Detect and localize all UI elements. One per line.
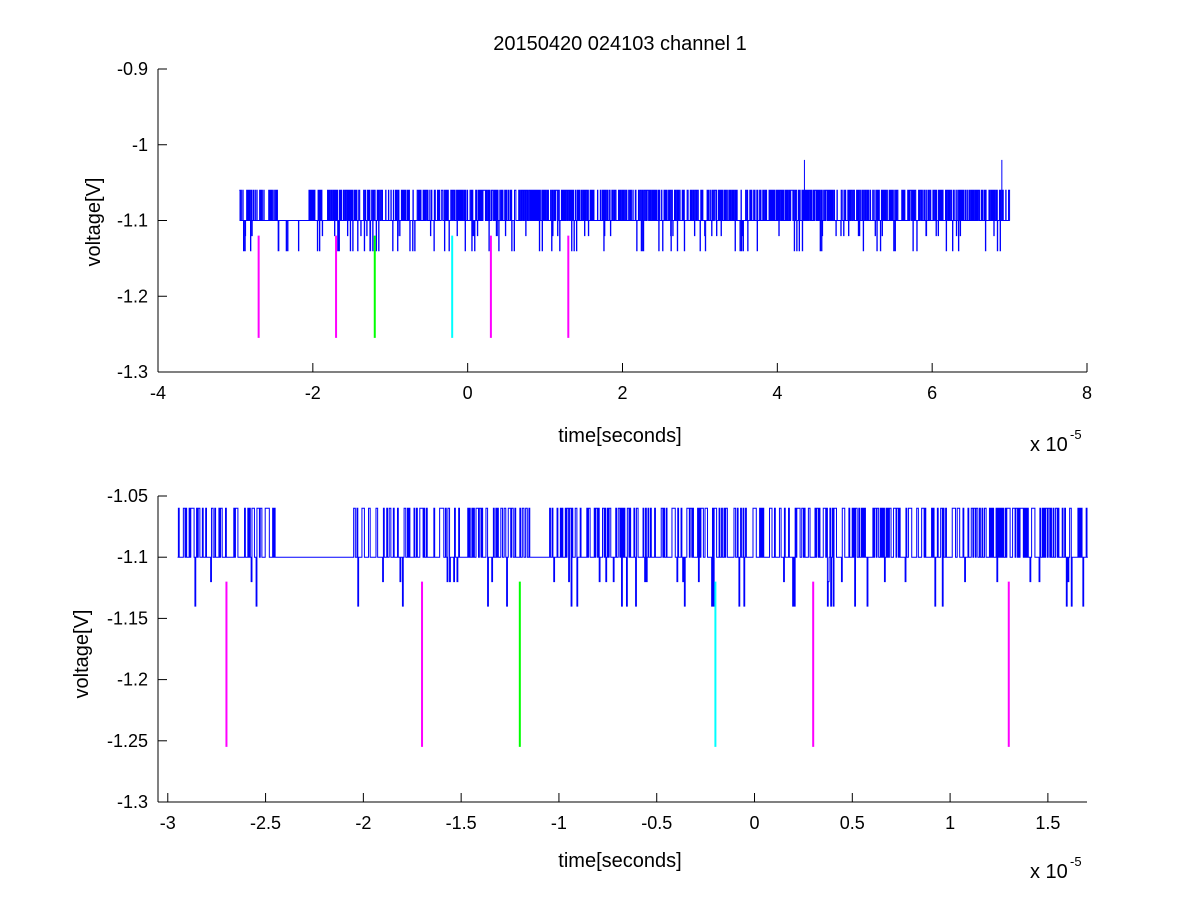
x-tick-label: 1.5: [1035, 813, 1060, 833]
top-event-markers: [257, 235, 570, 338]
x-tick-label: 8: [1082, 383, 1092, 403]
top-y-axis-label: voltage[V]: [83, 178, 105, 267]
x-tick-label: -2: [305, 383, 321, 403]
y-tick-label: -1.05: [107, 486, 148, 506]
signal-line: [239, 189, 1011, 252]
y-tick-label: -1.1: [117, 547, 148, 567]
x-tick-label: -4: [150, 383, 166, 403]
top-signal-trace: [239, 159, 1011, 252]
y-tick-label: -1.2: [117, 286, 148, 306]
x-tick-label: -2.5: [250, 813, 281, 833]
bottom-x-axis-label: time[seconds]: [558, 850, 681, 872]
x-tick-label: -1: [551, 813, 567, 833]
x-tick-label: 1: [945, 813, 955, 833]
bottom-y-axis-label: voltage[V]: [71, 610, 93, 699]
x-tick-label: 2: [617, 383, 627, 403]
y-tick-label: -1.25: [107, 731, 148, 751]
y-tick-label: -1.2: [117, 670, 148, 690]
y-tick-label: -0.9: [117, 59, 148, 79]
y-tick-label: -1.15: [107, 608, 148, 628]
x-tick-label: -1.5: [446, 813, 477, 833]
top-x-axis-label: time[seconds]: [558, 425, 681, 447]
x-tick-label: 4: [772, 383, 782, 403]
x-tick-label: -0.5: [641, 813, 672, 833]
signal-line: [177, 507, 1088, 607]
y-tick-label: -1.3: [117, 362, 148, 382]
x-tick-label: 0: [463, 383, 473, 403]
top-axes: 20150420 024103 channel 1 -1.3-1.2-1.1-1…: [83, 33, 1092, 456]
x-tick-label: 6: [927, 383, 937, 403]
bottom-y-ticks: -1.3 -1.25 -1.2 -1.15 -1.1 -1.05: [107, 486, 167, 812]
x-tick-label: -2: [355, 813, 371, 833]
bottom-x-exponent-power: -5: [1070, 854, 1082, 869]
y-tick-label: -1: [132, 135, 148, 155]
bottom-axes: -1.3 -1.25 -1.2 -1.15 -1.1 -1.05 -3 -2.5 -2 -1.5…: [71, 486, 1088, 883]
bottom-event-markers: [225, 581, 1010, 747]
top-x-ticks: -4 -2 0 2 4 6 8: [150, 363, 1092, 403]
top-chart-title: 20150420 024103 channel 1: [493, 33, 747, 55]
bottom-x-exponent-base: x 10: [1030, 861, 1068, 883]
top-x-exponent-base: x 10: [1030, 434, 1068, 456]
x-tick-label: -3: [160, 813, 176, 833]
bottom-signal-trace: [177, 507, 1088, 607]
x-tick-label: 0.5: [840, 813, 865, 833]
x-tick-label: 0: [750, 813, 760, 833]
y-tick-label: -1.1: [117, 211, 148, 231]
top-y-ticks: -1.3 -1.2 -1.1 -1 -0.9: [117, 59, 167, 382]
top-x-exponent-power: -5: [1070, 427, 1082, 442]
bottom-x-ticks: -3 -2.5 -2 -1.5 -1 -0.5 0 0.5 1 1.5: [160, 793, 1060, 833]
y-tick-label: -1.3: [117, 792, 148, 812]
bottom-axis-lines: [157, 496, 1087, 803]
